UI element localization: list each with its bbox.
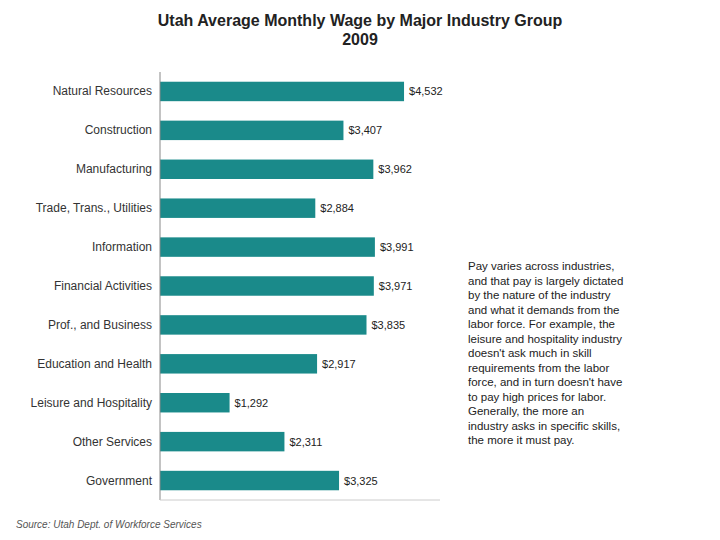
data-label: $3,991: [380, 241, 414, 253]
category-label: Other Services: [73, 435, 152, 449]
bars: [160, 82, 404, 491]
category-label: Natural Resources: [53, 84, 152, 98]
y-axis-line: [160, 72, 161, 500]
data-label: $1,292: [235, 397, 269, 409]
data-label: $3,971: [379, 280, 413, 292]
background: [0, 0, 720, 540]
category-label: Trade, Trans., Utilities: [36, 201, 152, 215]
bar: [160, 432, 284, 451]
data-label: $3,835: [372, 319, 406, 331]
bar: [160, 82, 404, 101]
category-label: Manufacturing: [76, 162, 152, 176]
data-label: $2,917: [322, 358, 356, 370]
data-label: $2,884: [320, 202, 354, 214]
chart-title: Utah Average Monthly Wage by Major Indus…: [158, 12, 563, 48]
chart-svg: Utah Average Monthly Wage by Major Indus…: [0, 0, 720, 540]
bar: [160, 315, 367, 334]
data-label: $3,325: [344, 475, 378, 487]
data-label: $3,407: [348, 124, 382, 136]
category-label: Construction: [85, 123, 152, 137]
category-label: Leisure and Hospitality: [31, 396, 152, 410]
category-label: Education and Health: [37, 357, 152, 371]
data-label: $2,311: [289, 436, 322, 448]
annotation: Pay varies across industries,and that pa…: [468, 260, 623, 446]
bar: [160, 471, 339, 490]
bar: [160, 121, 343, 140]
category-label: Government: [86, 474, 153, 488]
chart-container: Utah Average Monthly Wage by Major Indus…: [0, 0, 720, 540]
category-label: Financial Activities: [54, 279, 152, 293]
bar: [160, 354, 317, 373]
data-label: $3,962: [378, 163, 412, 175]
source-note: Source: Utah Dept. of Workforce Services: [16, 519, 202, 530]
x-axis-line: [160, 500, 440, 501]
bar: [160, 198, 315, 217]
bar: [160, 276, 374, 295]
bar: [160, 160, 373, 179]
bar: [160, 393, 230, 412]
category-label: Information: [92, 240, 152, 254]
bar: [160, 237, 375, 256]
category-label: Prof., and Business: [48, 318, 152, 332]
data-label: $4,532: [409, 85, 443, 97]
